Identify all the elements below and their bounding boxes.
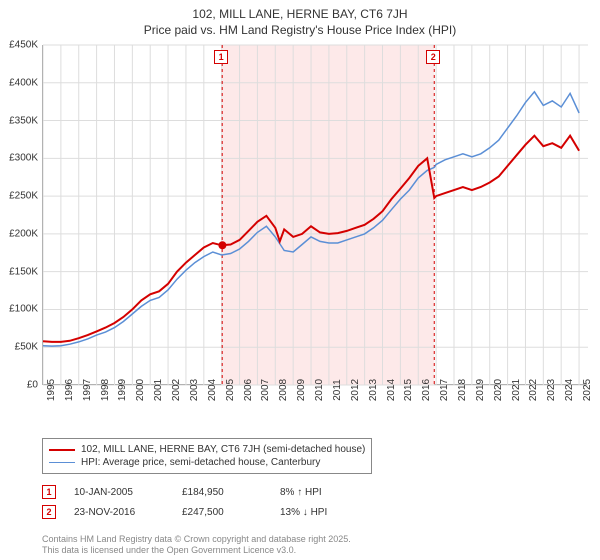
legend-swatch-hpi bbox=[49, 462, 75, 463]
sale-date-2: 23-NOV-2016 bbox=[74, 507, 164, 518]
xtick-label: 2014 bbox=[386, 379, 397, 401]
band-marker-2: 2 bbox=[426, 50, 440, 64]
legend-row-property: 102, MILL LANE, HERNE BAY, CT6 7JH (semi… bbox=[49, 443, 365, 456]
sale-marker-2: 2 bbox=[42, 505, 56, 519]
chart-svg bbox=[43, 45, 588, 385]
sale-diff-1: 8% ↑ HPI bbox=[280, 487, 370, 498]
sales-table: 1 10-JAN-2005 £184,950 8% ↑ HPI 2 23-NOV… bbox=[42, 482, 370, 522]
xtick-label: 2023 bbox=[546, 379, 557, 401]
xtick-label: 2025 bbox=[582, 379, 593, 401]
xtick-label: 2013 bbox=[368, 379, 379, 401]
xtick-label: 1996 bbox=[64, 379, 75, 401]
xtick-label: 2012 bbox=[350, 379, 361, 401]
xtick-label: 2001 bbox=[153, 379, 164, 401]
ytick-label: £250K bbox=[9, 191, 38, 202]
ytick-label: £100K bbox=[9, 304, 38, 315]
xtick-label: 2003 bbox=[189, 379, 200, 401]
xtick-label: 2008 bbox=[278, 379, 289, 401]
xtick-label: 2018 bbox=[457, 379, 468, 401]
footer-line-2: This data is licensed under the Open Gov… bbox=[42, 545, 351, 556]
xtick-label: 2002 bbox=[171, 379, 182, 401]
xtick-label: 2019 bbox=[475, 379, 486, 401]
xtick-label: 2020 bbox=[493, 379, 504, 401]
legend-row-hpi: HPI: Average price, semi-detached house,… bbox=[49, 456, 365, 469]
sale-price-1: £184,950 bbox=[182, 487, 262, 498]
sale-date-1: 10-JAN-2005 bbox=[74, 487, 164, 498]
ytick-label: £400K bbox=[9, 77, 38, 88]
xtick-label: 2009 bbox=[296, 379, 307, 401]
legend-label-property: 102, MILL LANE, HERNE BAY, CT6 7JH (semi… bbox=[81, 444, 365, 455]
xtick-label: 2021 bbox=[511, 379, 522, 401]
band-marker-1: 1 bbox=[214, 50, 228, 64]
ytick-label: £350K bbox=[9, 115, 38, 126]
chart-plot-area bbox=[42, 45, 587, 385]
xtick-label: 1998 bbox=[100, 379, 111, 401]
ytick-label: £200K bbox=[9, 228, 38, 239]
xtick-label: 2005 bbox=[225, 379, 236, 401]
ytick-label: £50K bbox=[15, 342, 38, 353]
legend-swatch-property bbox=[49, 449, 75, 451]
ytick-label: £450K bbox=[9, 40, 38, 51]
ytick-label: £300K bbox=[9, 153, 38, 164]
ytick-label: £0 bbox=[27, 380, 38, 391]
xtick-label: 2017 bbox=[439, 379, 450, 401]
sales-row-1: 1 10-JAN-2005 £184,950 8% ↑ HPI bbox=[42, 482, 370, 502]
sale-marker-1: 1 bbox=[42, 485, 56, 499]
xtick-label: 1997 bbox=[82, 379, 93, 401]
title-line-2: Price paid vs. HM Land Registry's House … bbox=[0, 22, 600, 38]
xtick-label: 2022 bbox=[528, 379, 539, 401]
xtick-label: 2010 bbox=[314, 379, 325, 401]
xtick-label: 2011 bbox=[332, 379, 343, 401]
sale-price-2: £247,500 bbox=[182, 507, 262, 518]
footer-line-1: Contains HM Land Registry data © Crown c… bbox=[42, 534, 351, 545]
xtick-label: 1995 bbox=[46, 379, 57, 401]
xtick-label: 2006 bbox=[243, 379, 254, 401]
xtick-label: 2004 bbox=[207, 379, 218, 401]
legend: 102, MILL LANE, HERNE BAY, CT6 7JH (semi… bbox=[42, 438, 372, 474]
chart-title-block: 102, MILL LANE, HERNE BAY, CT6 7JH Price… bbox=[0, 0, 600, 38]
xtick-label: 2007 bbox=[260, 379, 271, 401]
xtick-label: 1999 bbox=[117, 379, 128, 401]
title-line-1: 102, MILL LANE, HERNE BAY, CT6 7JH bbox=[0, 6, 600, 22]
legend-label-hpi: HPI: Average price, semi-detached house,… bbox=[81, 457, 320, 468]
xtick-label: 2024 bbox=[564, 379, 575, 401]
xtick-label: 2000 bbox=[135, 379, 146, 401]
sales-row-2: 2 23-NOV-2016 £247,500 13% ↓ HPI bbox=[42, 502, 370, 522]
ytick-label: £150K bbox=[9, 266, 38, 277]
footer-attribution: Contains HM Land Registry data © Crown c… bbox=[42, 534, 351, 557]
sale-diff-2: 13% ↓ HPI bbox=[280, 507, 370, 518]
xtick-label: 2016 bbox=[421, 379, 432, 401]
xtick-label: 2015 bbox=[403, 379, 414, 401]
